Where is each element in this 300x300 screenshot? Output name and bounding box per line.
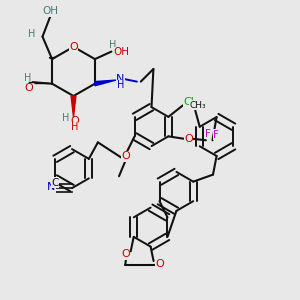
Text: N: N: [47, 182, 55, 192]
Text: F: F: [213, 130, 219, 140]
Text: O: O: [184, 134, 193, 144]
Text: O: O: [155, 259, 164, 269]
Text: O: O: [121, 249, 130, 259]
Text: O: O: [70, 116, 79, 127]
Text: H: H: [117, 80, 124, 91]
Text: H: H: [24, 73, 32, 83]
Text: O: O: [121, 151, 130, 161]
Polygon shape: [49, 58, 55, 59]
Polygon shape: [95, 80, 116, 86]
Text: O: O: [69, 42, 78, 52]
Text: O: O: [24, 83, 33, 93]
Text: CH₃: CH₃: [189, 101, 206, 110]
Text: H: H: [28, 28, 36, 39]
Text: H: H: [109, 40, 117, 50]
Text: N: N: [116, 74, 124, 84]
Text: Cl: Cl: [183, 97, 194, 107]
Polygon shape: [71, 96, 76, 117]
Text: OH: OH: [113, 47, 129, 58]
Text: H: H: [71, 122, 78, 133]
Text: F: F: [205, 129, 211, 139]
Text: C: C: [51, 178, 58, 188]
Text: H: H: [62, 112, 70, 123]
Text: OH: OH: [42, 6, 58, 16]
